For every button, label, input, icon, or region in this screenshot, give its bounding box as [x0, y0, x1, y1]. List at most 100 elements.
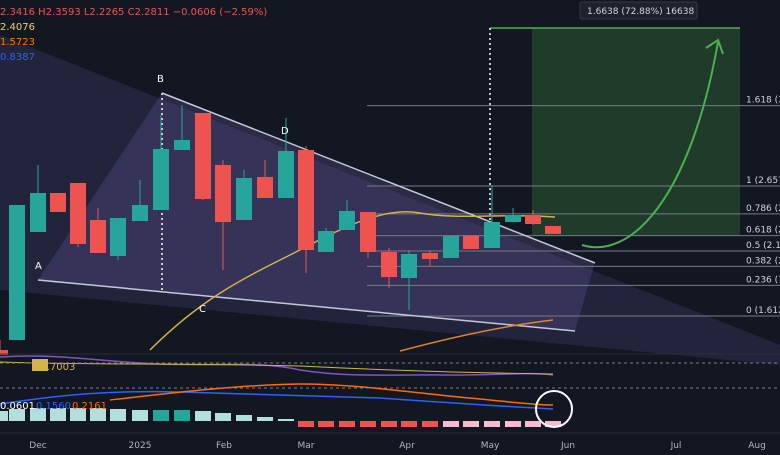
candle-body	[195, 113, 211, 199]
projection-arrow	[581, 41, 719, 249]
macd-histogram-bar	[525, 421, 541, 427]
rsi-line	[0, 355, 554, 376]
macd-histogram-bar	[153, 410, 169, 421]
rsi-value: 54.7003	[34, 362, 75, 373]
macd-histogram-bar	[70, 408, 86, 421]
macd-histogram-bar	[50, 408, 66, 421]
pattern-point-d: D	[281, 126, 289, 137]
macd-histogram	[0, 408, 561, 427]
candle-body	[0, 350, 8, 355]
macd-histogram-bar	[545, 421, 561, 427]
fib-level-label: 0.236 (1	[746, 275, 780, 285]
candle-body	[70, 183, 86, 244]
candle-body	[318, 231, 334, 252]
candle-body	[360, 212, 376, 252]
time-axis-label: Aug	[748, 441, 766, 451]
time-axis-label: 2025	[129, 441, 152, 451]
candle-body	[525, 215, 541, 224]
pattern-point-a: A	[35, 261, 42, 272]
fib-level-label: 0.786 (2	[746, 204, 780, 214]
macd-line	[0, 390, 554, 410]
candle-body	[174, 140, 190, 150]
candlestick-series	[0, 105, 561, 355]
candle-body	[257, 177, 273, 198]
candle-body	[153, 149, 169, 210]
candle-body	[484, 222, 500, 248]
macd-histogram-bar	[463, 421, 479, 427]
macd-histogram-bar	[0, 411, 8, 421]
ma1-value: 2.4076	[0, 22, 35, 33]
fib-level-label: 0.5 (2.1	[746, 241, 780, 251]
pattern-point-b: B	[157, 74, 164, 85]
rsi-value-tag	[32, 359, 48, 371]
candle-body	[443, 236, 459, 258]
macd-histogram-bar	[443, 421, 459, 427]
candle-body	[463, 236, 479, 249]
candle-body	[9, 205, 25, 340]
wedge-triangle-fill	[38, 93, 595, 331]
candle-body	[236, 178, 252, 220]
macd-histogram-bar	[257, 417, 273, 421]
upper-trendline[interactable]	[161, 92, 596, 264]
ma2-value: 1.5723	[0, 37, 35, 48]
macd-value-2: 0.1560	[36, 401, 71, 412]
candle-body	[339, 211, 355, 230]
fib-level-label: 1 (2.657	[746, 176, 780, 186]
fib-retracement[interactable]: 1.618 (3 1 (2.657 0.786 (2 0.618 (2 0.5 (2.1…	[367, 96, 780, 317]
candle-body	[30, 193, 46, 232]
macd-histogram-bar	[110, 409, 126, 421]
ohlc-readout: 2.3416 H2.3593 L2.2265 C2.2811 −0.0606 (…	[0, 7, 267, 18]
candle-body	[381, 252, 397, 277]
target-zone	[532, 28, 740, 236]
macd-histogram-bar	[278, 419, 294, 421]
macd-histogram-bar	[236, 415, 252, 421]
ma3-value: 0.8387	[0, 52, 35, 63]
time-axis-label: Jun	[560, 441, 575, 451]
ma2-line	[399, 319, 554, 352]
candle-body	[132, 205, 148, 221]
pattern-point-c: C	[199, 304, 206, 315]
macd-histogram-bar	[90, 408, 106, 421]
candle-body	[50, 193, 66, 212]
candle-body	[545, 226, 561, 234]
target-label-box	[579, 1, 698, 20]
macd-histogram-bar	[132, 410, 148, 421]
candle-body	[90, 220, 106, 253]
macd-histogram-bar	[215, 413, 231, 421]
fib-level-label: 0.382 (2	[746, 256, 780, 266]
signal-line	[109, 383, 554, 406]
time-axis-label: Jul	[670, 441, 682, 451]
fib-level-label: 1.618 (3	[746, 96, 780, 106]
candle-body	[422, 253, 438, 259]
fib-level-label: 0.618 (2	[746, 226, 780, 236]
macd-value-3: 0.2161	[72, 401, 107, 412]
macd-histogram-bar	[318, 421, 334, 427]
macd-histogram-bar	[505, 421, 521, 427]
arrow-head	[705, 38, 724, 55]
time-axis-label: Dec	[29, 441, 46, 451]
candle-body	[110, 218, 126, 256]
candle-body	[215, 165, 231, 222]
macd-histogram-bar	[360, 421, 376, 427]
highlight-circle	[535, 390, 573, 428]
candle-body	[278, 151, 294, 198]
macd-histogram-bar	[401, 421, 417, 427]
time-axis-label: May	[481, 441, 500, 451]
lower-trendline[interactable]	[37, 279, 576, 332]
candle-body	[298, 150, 314, 250]
candle-body	[505, 215, 521, 222]
macd-value-1: 0.0601	[0, 401, 35, 412]
macd-histogram-bar	[339, 421, 355, 427]
macd-histogram-bar	[484, 421, 500, 427]
macd-histogram-bar	[298, 421, 314, 427]
time-axis[interactable]: Dec 2025 Feb Mar Apr May Jun Jul Aug	[29, 441, 766, 451]
time-axis-label: Mar	[298, 441, 315, 451]
fib-level-label: 0 (1.612	[746, 306, 780, 316]
macd-histogram-bar	[195, 411, 211, 421]
time-axis-label: Apr	[399, 441, 415, 451]
macd-histogram-bar	[422, 421, 438, 427]
candle-body	[401, 254, 417, 278]
macd-histogram-bar	[9, 409, 25, 421]
macd-histogram-bar	[30, 408, 46, 421]
